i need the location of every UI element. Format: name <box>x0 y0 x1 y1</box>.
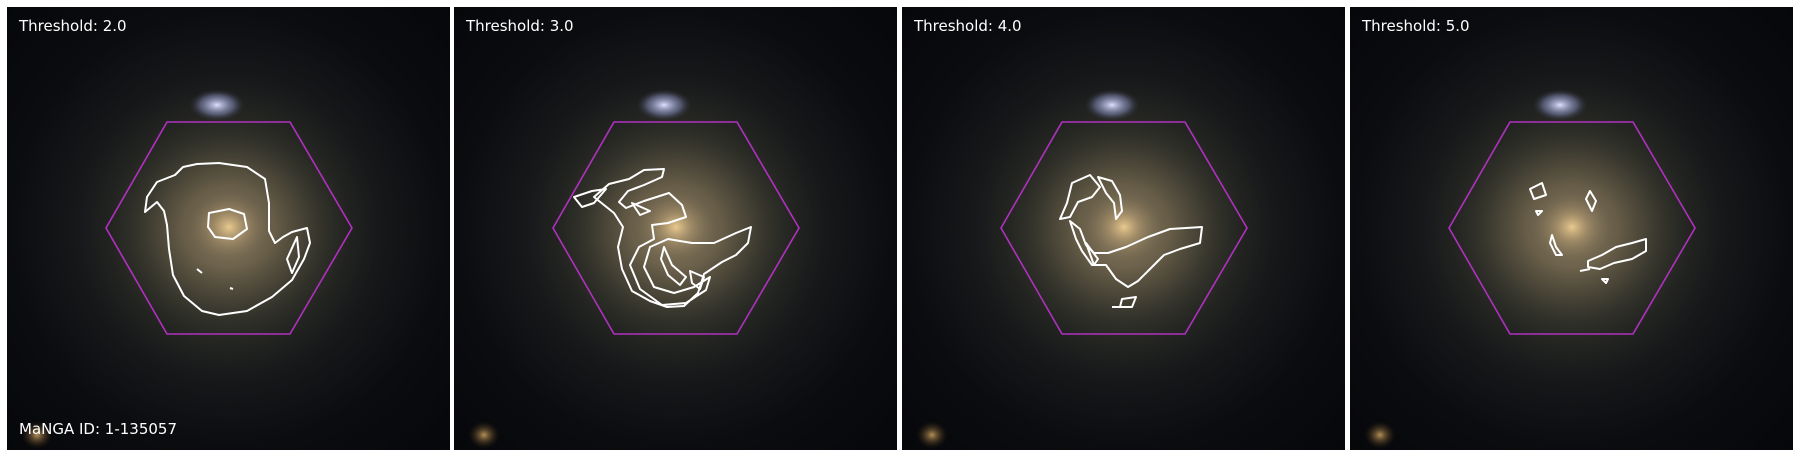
ifu-hexagon <box>1000 121 1248 335</box>
arm-contours <box>144 162 311 316</box>
foreground-star <box>1532 89 1588 121</box>
galaxy-panel-1: Threshold: 2.0 MaNGA ID: 1-135057 <box>7 7 450 450</box>
galaxy-panel-2: Threshold: 3.0 <box>454 7 897 450</box>
background-object <box>21 421 53 449</box>
background-object <box>916 421 948 449</box>
ifu-hexagon <box>1448 121 1696 335</box>
galaxy-image-4 <box>1364 89 1696 449</box>
arm-contours <box>573 168 752 308</box>
foreground-star <box>1084 89 1140 121</box>
background-object <box>468 421 500 449</box>
threshold-label: Threshold: 4.0 <box>914 17 1022 35</box>
galaxy-image-2 <box>468 89 800 449</box>
background-object <box>1364 421 1396 449</box>
arm-contours <box>1059 174 1203 308</box>
manga-id-label: MaNGA ID: 1-135057 <box>19 420 178 438</box>
galaxy-image-3 <box>916 89 1248 449</box>
threshold-label: Threshold: 5.0 <box>1362 17 1470 35</box>
ifu-hexagon <box>552 121 800 335</box>
threshold-label: Threshold: 2.0 <box>19 17 127 35</box>
foreground-star <box>636 89 692 121</box>
arm-contours <box>1529 182 1647 284</box>
galaxy-panel-3: Threshold: 4.0 <box>902 7 1345 450</box>
galaxy-panel-4: Threshold: 5.0 <box>1350 7 1793 450</box>
foreground-star <box>189 89 245 121</box>
ifu-hexagon <box>105 121 353 335</box>
galaxy-image-1 <box>21 89 353 449</box>
threshold-label: Threshold: 3.0 <box>466 17 574 35</box>
